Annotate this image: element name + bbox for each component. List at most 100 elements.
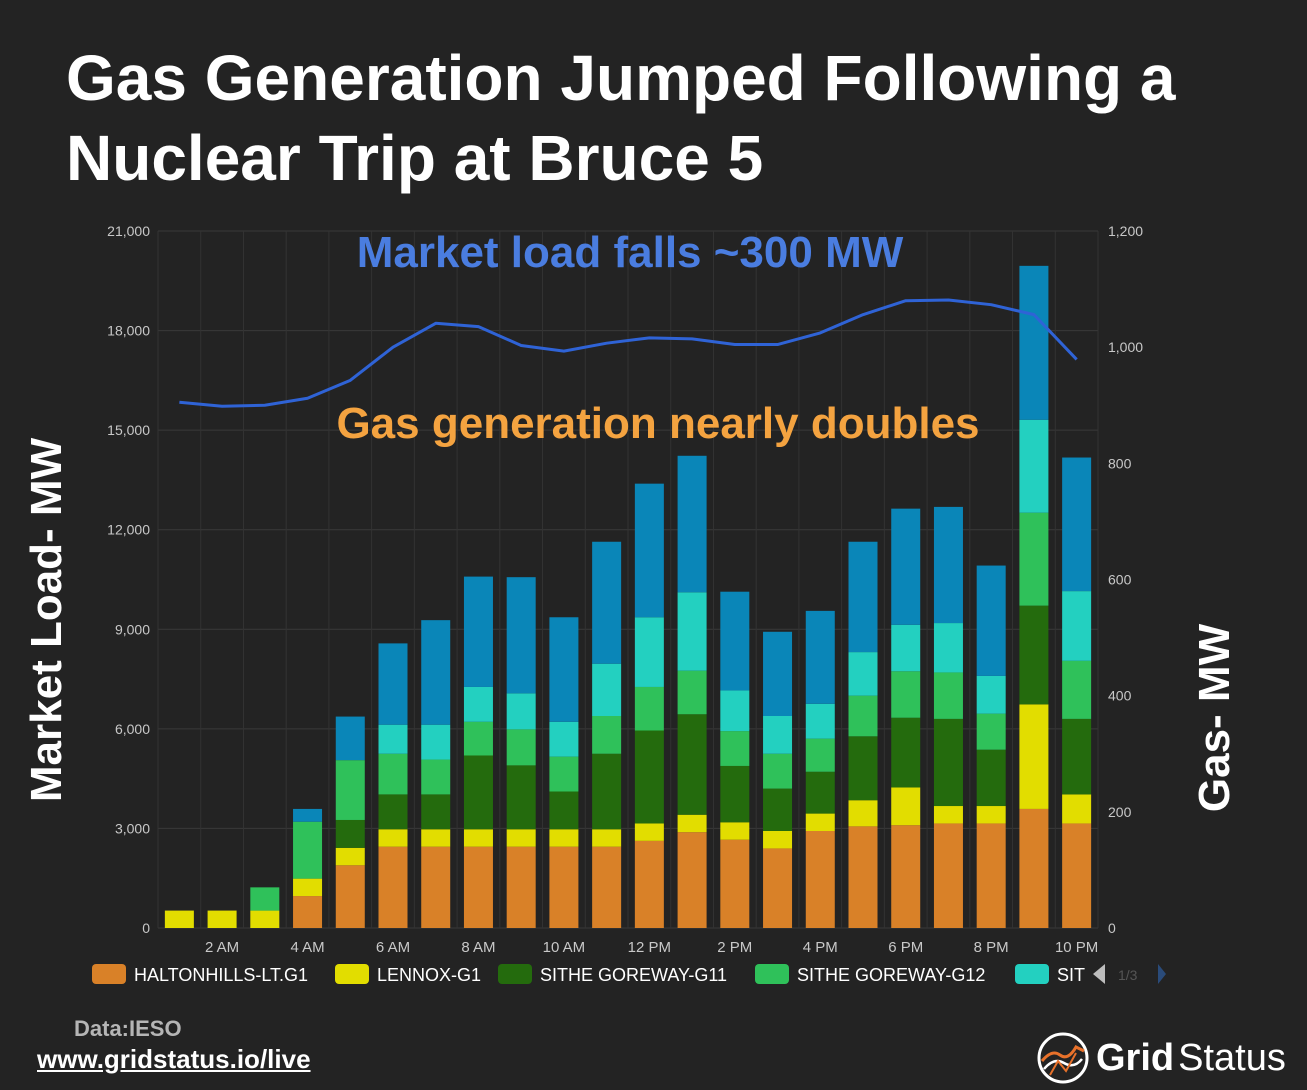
gridstatus-link[interactable]: www.gridstatus.io/live [37,1044,311,1074]
bar-segment-lennox-g1 [207,910,237,928]
bar-segment-series-6 [293,808,323,822]
legend-swatch [755,964,789,984]
data-source: Data:IESO [74,1016,182,1041]
bar-segment-lennox-g1 [506,829,536,847]
bar-segment-lennox-g1 [164,910,194,928]
bar-segment-haltonhills-lt-g1 [421,846,451,928]
bar-segment-sithe-goreway-g11 [677,714,707,815]
bar-segment-haltonhills-lt-g1 [933,823,963,928]
bar-segment-lennox-g1 [976,806,1006,824]
right-tick-label: 1,000 [1108,339,1143,355]
bar-segment-lennox-g1 [250,910,280,928]
x-tick-label: 2 PM [717,939,752,956]
legend-next-arrow-icon[interactable] [1158,964,1166,984]
bar-segment-lennox-g1 [763,831,793,849]
x-tick-label: 4 AM [290,939,324,956]
bar-segment-sithe-goreway-g11 [335,819,365,848]
bar-segment-sit [421,724,451,760]
bar-segment-series-6 [763,631,793,716]
left-tick-label: 9,000 [115,621,150,637]
bar-segment-lennox-g1 [1062,794,1092,824]
bar-segment-haltonhills-lt-g1 [549,846,579,928]
legend-swatch [92,964,126,984]
bar-segment-sit [378,724,408,754]
bar-segment-haltonhills-lt-g1 [506,846,536,928]
bar-segment-sithe-goreway-g11 [592,753,622,830]
bar-segment-haltonhills-lt-g1 [592,846,622,928]
bar-segment-sithe-goreway-g12 [421,759,451,795]
bar-segment-series-6 [805,610,835,704]
bar-segment-sithe-goreway-g11 [763,788,793,832]
bar-segment-haltonhills-lt-g1 [805,831,835,928]
bar-segment-haltonhills-lt-g1 [763,848,793,928]
bar-segment-series-6 [378,643,408,725]
bar-segment-sithe-goreway-g11 [805,771,835,814]
x-tick-label: 8 AM [461,939,495,956]
market-load-line [179,298,1078,408]
right-tick-label: 400 [1108,688,1132,704]
logo-word-grid: Grid [1096,1036,1175,1079]
bar-segment-sithe-goreway-g11 [1019,605,1049,705]
bar-segment-haltonhills-lt-g1 [335,865,365,928]
bar-segment-sithe-goreway-g12 [1062,660,1092,719]
left-tick-label: 15,000 [107,422,150,438]
bar-segment-sit [763,715,793,754]
bar-segment-sithe-goreway-g11 [634,730,664,824]
x-tick-label: 4 PM [803,939,838,956]
legend-swatch [498,964,532,984]
bar-segment-sithe-goreway-g11 [421,794,451,830]
bar-segment-haltonhills-lt-g1 [976,823,1006,928]
bar-segment-series-6 [976,565,1006,676]
bar-segment-sithe-goreway-g12 [506,729,536,766]
bar-segment-sit [463,686,493,722]
bar-segment-series-6 [848,541,878,653]
legend-prev-arrow-icon[interactable] [1093,964,1105,984]
right-tick-label: 800 [1108,455,1132,471]
bar-segment-series-6 [335,716,365,761]
right-tick-label: 600 [1108,572,1132,588]
bar-segment-series-6 [1019,265,1049,420]
left-tick-label: 0 [142,920,150,936]
x-tick-label: 12 PM [628,939,671,956]
bar-segment-sithe-goreway-g11 [848,736,878,801]
bar-segment-lennox-g1 [421,829,451,847]
bar-segment-lennox-g1 [378,829,408,847]
legend-label: LENNOX-G1 [377,965,481,985]
bar-segment-sithe-goreway-g12 [250,887,280,911]
bar-segment-series-6 [933,506,963,624]
bar-segment-haltonhills-lt-g1 [848,826,878,928]
bar-segment-series-6 [720,591,750,691]
bar-segment-lennox-g1 [720,822,750,840]
bar-segment-sithe-goreway-g12 [805,738,835,772]
bar-segment-series-6 [634,483,664,618]
bar-segment-haltonhills-lt-g1 [1019,808,1049,928]
bar-segment-series-6 [592,541,622,664]
bar-segment-sithe-goreway-g12 [293,821,323,879]
bar-segment-sit [549,721,579,757]
bar-segment-lennox-g1 [463,829,493,847]
bar-segment-haltonhills-lt-g1 [1062,823,1092,928]
x-tick-label: 8 PM [974,939,1009,956]
bar-segment-sithe-goreway-g12 [549,756,579,792]
bar-segment-series-6 [549,617,579,722]
bar-segment-sithe-goreway-g11 [976,749,1006,807]
bar-segment-sit [891,624,921,672]
bar-segment-lennox-g1 [634,823,664,841]
bar-segment-sithe-goreway-g12 [677,670,707,715]
x-tick-label: 6 PM [888,939,923,956]
legend-swatch [335,964,369,984]
right-tick-label: 0 [1108,920,1116,936]
chart-title: Gas Generation Jumped Following a Nuclea… [66,42,1176,194]
annotation-load: Market load falls ~300 MW [357,228,904,277]
x-tick-label: 10 AM [543,939,586,956]
bar-segment-haltonhills-lt-g1 [634,840,664,928]
bar-segment-sithe-goreway-g12 [848,695,878,737]
bar-segment-sithe-goreway-g11 [891,717,921,788]
bar-segment-haltonhills-lt-g1 [463,846,493,928]
legend-label: SITHE GOREWAY-G11 [540,965,727,985]
bar-segment-series-6 [463,576,493,687]
x-tick-label: 2 AM [205,939,239,956]
bar-segment-haltonhills-lt-g1 [891,825,921,928]
bar-segment-sithe-goreway-g11 [933,718,963,807]
x-tick-label: 6 AM [376,939,410,956]
